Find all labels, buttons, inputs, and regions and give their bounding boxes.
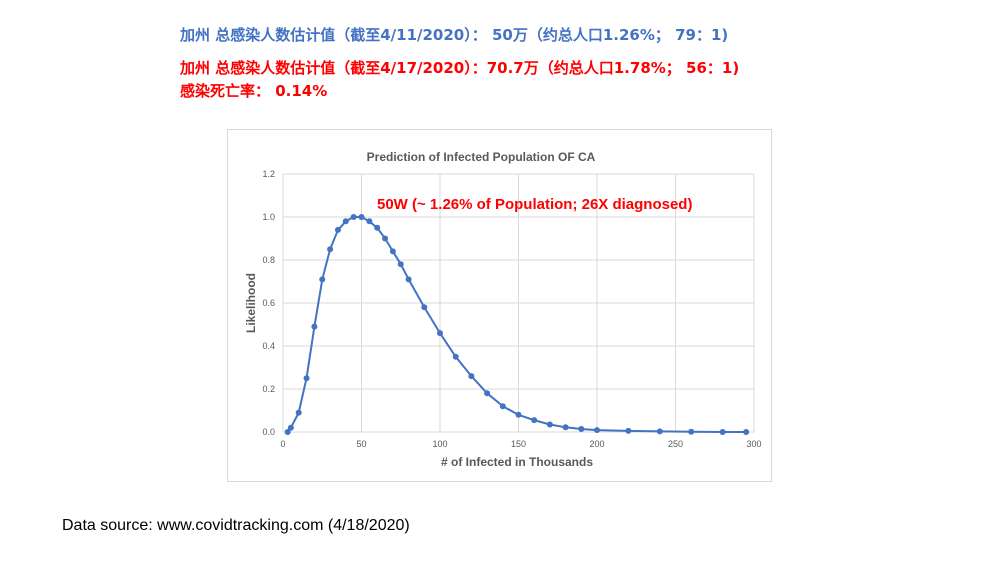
data-point [688,428,695,435]
chart-annotation: 50W (~ 1.26% of Population; 26X diagnose… [377,196,692,213]
data-point [389,248,396,255]
x-tick-label: 0 [280,439,285,449]
x-tick-label: 200 [589,439,604,449]
data-point [468,373,475,380]
data-point [319,276,326,283]
infected-population-chart: Prediction of Infected Population OF CA … [227,129,772,482]
data-point [374,224,381,231]
headline-estimate-apr11: 加州 总感染人数估计值（截至4/11/2020）： 50万（约总人口1.26%；… [180,26,729,44]
data-point [350,214,357,220]
y-tick-label: 0.0 [262,427,275,437]
data-point [311,323,318,330]
gridlines [282,173,755,433]
data-point [421,304,428,311]
data-point [358,214,365,220]
data-point [452,353,459,360]
data-point [578,425,585,432]
y-tick-label: 0.2 [262,384,275,394]
data-point [594,427,600,434]
x-tick-label: 50 [356,439,366,449]
data-point [382,235,389,242]
data-point [437,330,443,337]
data-point [397,261,404,268]
x-axis-label: # of Infected in Thousands [441,455,593,469]
data-point [284,429,291,435]
y-tick-label: 0.8 [262,255,275,265]
chart-border [227,129,772,482]
headline-fatality-rate: 感染死亡率： 0.14% [180,82,328,100]
data-point [515,411,522,418]
data-point [656,428,663,435]
data-point [484,390,491,397]
chart-container: Prediction of Infected Population OF CA … [227,129,772,482]
y-tick-label: 0.4 [262,341,275,351]
data-point [303,375,310,382]
series-line [286,216,747,433]
data-point [531,417,538,424]
data-series [284,214,750,435]
chart-title: Prediction of Infected Population OF CA [367,150,596,164]
y-tick-label: 1.0 [262,212,275,222]
x-tick-label: 150 [511,439,526,449]
data-point [743,429,750,435]
data-point [499,403,506,410]
y-tick-label: 0.6 [262,298,275,308]
data-point [366,218,373,225]
data-point [334,226,341,233]
headline-estimate-apr17: 加州 总感染人数估计值（截至4/17/2020）：70.7万（约总人口1.78%… [180,59,740,77]
data-point [562,424,569,431]
data-point [405,276,412,283]
data-source-note: Data source: www.covidtracking.com (4/18… [62,517,410,534]
data-point [327,246,334,253]
y-axis-label: Likelihood [244,273,258,333]
data-point [295,409,302,416]
y-tick-label: 1.2 [262,169,275,179]
data-point [342,218,349,225]
x-tick-label: 300 [746,439,761,449]
data-point [625,427,632,434]
data-point [719,429,726,435]
data-point [546,421,553,428]
tick-labels: 0 50 100 150 200 250 300 0.0 0.2 0.4 0.6 0.8 1.0 1.2 [262,169,761,449]
x-tick-label: 100 [432,439,447,449]
x-tick-label: 250 [668,439,683,449]
data-point [287,424,294,431]
